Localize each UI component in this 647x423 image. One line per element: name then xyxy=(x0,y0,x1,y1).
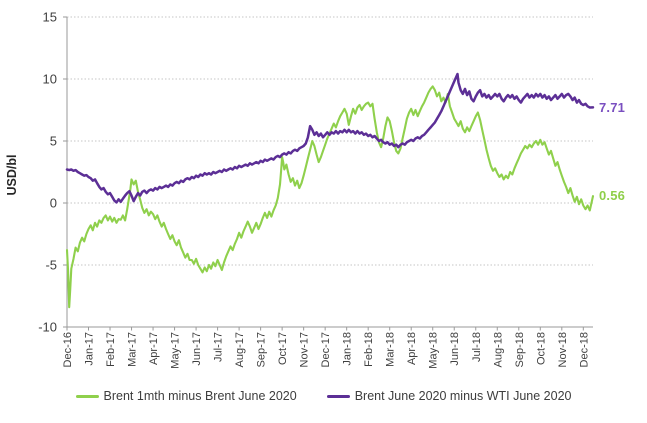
y-tick-label: 10 xyxy=(43,72,57,87)
y-tick-label: 15 xyxy=(43,10,57,25)
x-tick-label: Jan-17 xyxy=(84,332,96,366)
axes xyxy=(63,16,593,331)
x-tick-label: Apr-18 xyxy=(406,332,418,365)
series-end-value-green: 0.56 xyxy=(599,188,626,203)
y-tick-label: 0 xyxy=(50,196,57,211)
x-tick-label: Oct-17 xyxy=(277,332,289,365)
x-tick-label: Feb-17 xyxy=(105,332,117,367)
x-tick-label: Jul-18 xyxy=(471,332,483,362)
x-tick-label: Jun-17 xyxy=(191,332,203,366)
x-tick-label: Jul-17 xyxy=(213,332,225,362)
x-tick-label: Mar-17 xyxy=(127,332,139,367)
series-end-value-purple: 7.71 xyxy=(599,100,626,115)
x-tick-label: Mar-18 xyxy=(385,332,397,367)
legend-item-brent-wti: Brent June 2020 minus WTI June 2020 xyxy=(326,389,572,403)
x-tick-label: Nov-17 xyxy=(299,332,311,367)
y-tick-label: 5 xyxy=(50,134,57,149)
x-tick-label: Aug-18 xyxy=(492,332,504,367)
series-line-purple xyxy=(65,72,595,204)
legend-item-brent-1mth: Brent 1mth minus Brent June 2020 xyxy=(75,389,297,403)
series-line-green xyxy=(65,85,595,309)
green-line-marker-icon xyxy=(75,394,99,398)
x-tick-label: Dec-17 xyxy=(320,332,332,367)
purple-line-marker-icon xyxy=(326,394,350,398)
legend-label-brent-wti: Brent June 2020 minus WTI June 2020 xyxy=(354,389,572,403)
gridlines xyxy=(67,16,593,266)
x-tick-label: Jun-18 xyxy=(449,332,461,366)
x-tick-label: Dec-18 xyxy=(578,332,590,367)
x-tick-label: Aug-17 xyxy=(234,332,246,367)
x-tick-label: Apr-17 xyxy=(148,332,160,365)
legend: Brent 1mth minus Brent June 2020 Brent J… xyxy=(0,389,647,403)
y-axis-title: USD/bl xyxy=(5,155,19,196)
x-tick-label: Sep-17 xyxy=(256,332,268,367)
x-tick-label: Nov-18 xyxy=(557,332,569,367)
x-tick-label: May-17 xyxy=(170,332,182,369)
legend-label-brent-1mth: Brent 1mth minus Brent June 2020 xyxy=(103,389,297,403)
x-tick-label: May-18 xyxy=(428,332,440,369)
x-tick-label: Oct-18 xyxy=(535,332,547,365)
x-tick-label: Dec-16 xyxy=(62,332,74,367)
axis-tick-labels: 15 10 5 0 -5 -10 Dec-16 Jan-17 Feb-17 Mar-17 Apr-1… xyxy=(38,10,590,369)
y-tick-label: -10 xyxy=(38,320,57,335)
x-tick-label: Feb-18 xyxy=(363,332,375,367)
x-tick-label: Jan-18 xyxy=(342,332,354,366)
x-tick-label: Sep-18 xyxy=(514,332,526,367)
data-series xyxy=(65,72,595,309)
y-tick-label: -5 xyxy=(45,258,57,273)
